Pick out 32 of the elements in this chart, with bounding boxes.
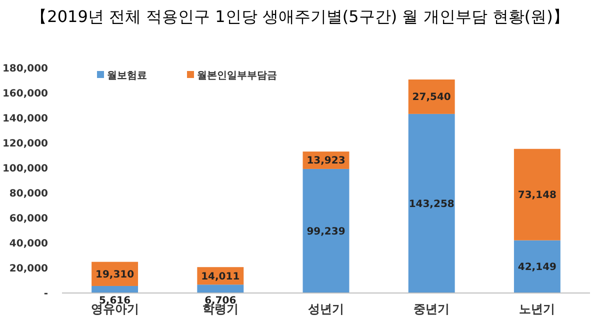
bar bbox=[514, 240, 560, 293]
data-label: 99,239 bbox=[306, 226, 346, 238]
bar bbox=[408, 80, 455, 114]
data-label: 143,258 bbox=[408, 198, 454, 210]
y-tick-label: 140,000 bbox=[2, 114, 48, 124]
bar bbox=[408, 114, 455, 293]
data-label: 14,011 bbox=[201, 271, 240, 282]
data-label: 19,310 bbox=[96, 269, 134, 280]
data-label: 27,540 bbox=[412, 92, 451, 104]
x-tick-label: 성년기 bbox=[308, 302, 344, 316]
bar bbox=[514, 148, 560, 240]
bar bbox=[302, 168, 350, 293]
data-label: 42,149 bbox=[518, 262, 557, 274]
data-label: 73,148 bbox=[518, 190, 557, 202]
x-tick-label: 중년기 bbox=[414, 302, 450, 316]
y-tick-label: 40,000 bbox=[9, 238, 48, 250]
y-tick-label: 120,000 bbox=[2, 138, 48, 150]
chart-title: 【2019년 전체 적용인구 1인당 생애주기별(5구간) 월 개인부담 현황(원)】 bbox=[31, 7, 569, 26]
y-tick-label: 160,000 bbox=[2, 88, 48, 100]
y-tick-label: - bbox=[44, 288, 48, 300]
y-tick-label: 100,000 bbox=[2, 164, 48, 174]
data-label: 13,923 bbox=[306, 156, 346, 167]
y-tick-label: 60,000 bbox=[9, 214, 48, 224]
y-tick-label: 180,000 bbox=[2, 64, 48, 74]
bar bbox=[92, 286, 138, 293]
legend-label: 월보험료 bbox=[107, 70, 147, 82]
bar bbox=[197, 284, 244, 293]
x-tick-label: 노년기 bbox=[519, 302, 556, 316]
y-tick-label: 20,000 bbox=[9, 264, 48, 274]
y-tick-label: 80,000 bbox=[9, 188, 48, 200]
legend-label: 월본인일부부담금 bbox=[197, 70, 277, 82]
x-tick-label: 영유아기 bbox=[90, 302, 139, 316]
